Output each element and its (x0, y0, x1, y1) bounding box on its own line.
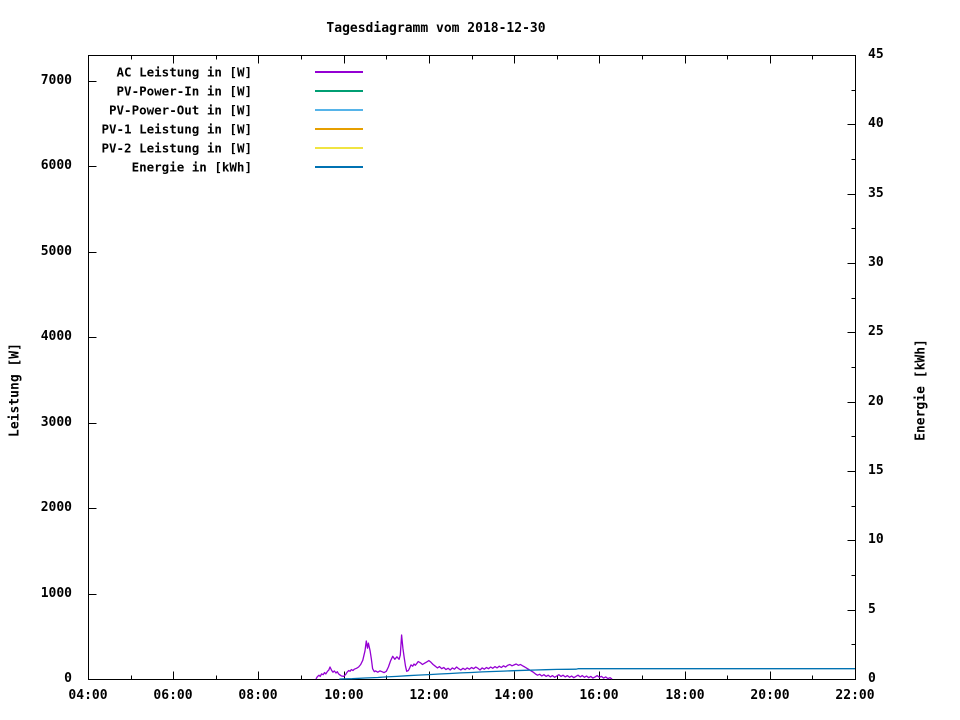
legend-line-sample (315, 108, 363, 111)
legend-item: AC Leistung in [W] (0, 62, 420, 81)
legend-line-sample (315, 89, 363, 92)
legend-label: AC Leistung in [W] (116, 64, 252, 79)
y-tick-label: 2000 (40, 500, 72, 515)
y-tick-label: 0 (64, 671, 72, 686)
legend-item: PV-1 Leistung in [W] (0, 119, 420, 138)
legend-line-sample (315, 146, 363, 149)
y-tick-label: 3000 (40, 415, 72, 430)
x-tick-label: 20:00 (750, 688, 790, 703)
y2-tick-label: 10 (868, 532, 884, 547)
y2-tick-label: 45 (868, 47, 884, 62)
legend-line-sample (315, 127, 363, 130)
y-tick-label: 4000 (40, 329, 72, 344)
x-tick-label: 16:00 (579, 688, 619, 703)
y2-tick-label: 30 (868, 255, 884, 270)
series-line (339, 668, 855, 680)
legend-label: PV-1 Leistung in [W] (101, 121, 252, 136)
y-tick-label: 6000 (40, 158, 72, 173)
x-tick-label: 06:00 (153, 688, 193, 703)
chart-title: Tagesdiagramm vom 2018-12-30 (326, 21, 546, 36)
legend-item: PV-Power-In in [W] (0, 81, 420, 100)
legend-label: PV-Power-In in [W] (116, 83, 252, 98)
y2-tick-label: 5 (868, 602, 876, 617)
y-tick-label: 5000 (40, 244, 72, 259)
y2-axis-label: Energie [kWh] (913, 339, 929, 441)
data-series-lines (315, 634, 855, 680)
legend-label: PV-2 Leistung in [W] (101, 140, 252, 155)
x-tick-label: 22:00 (835, 688, 875, 703)
y-tick-label: 7000 (40, 73, 72, 88)
y2-tick-label: 40 (868, 116, 884, 131)
y2-tick-label: 0 (868, 671, 876, 686)
y2-tick-label: 15 (868, 463, 884, 478)
x-tick-label: 14:00 (494, 688, 534, 703)
y-tick-label: 1000 (40, 586, 72, 601)
legend-item: PV-2 Leistung in [W] (0, 138, 420, 157)
axis-ticks (88, 55, 856, 680)
legend-label: Energie in [kWh] (131, 159, 252, 174)
x-tick-label: 04:00 (68, 688, 108, 703)
y2-tick-label: 20 (868, 394, 884, 409)
legend-label: PV-Power-Out in [W] (109, 102, 252, 117)
y2-tick-label: 35 (868, 186, 884, 201)
x-tick-label: 10:00 (324, 688, 364, 703)
legend-line-sample (315, 70, 363, 73)
series-line (315, 634, 613, 680)
legend-item: PV-Power-Out in [W] (0, 100, 420, 119)
legend-item: Energie in [kWh] (0, 157, 420, 176)
legend-line-sample (315, 165, 363, 168)
y-axis-label: Leistung [W] (7, 343, 23, 437)
x-tick-label: 12:00 (409, 688, 449, 703)
x-tick-label: 08:00 (238, 688, 278, 703)
y2-tick-label: 25 (868, 324, 884, 339)
x-tick-label: 18:00 (665, 688, 705, 703)
